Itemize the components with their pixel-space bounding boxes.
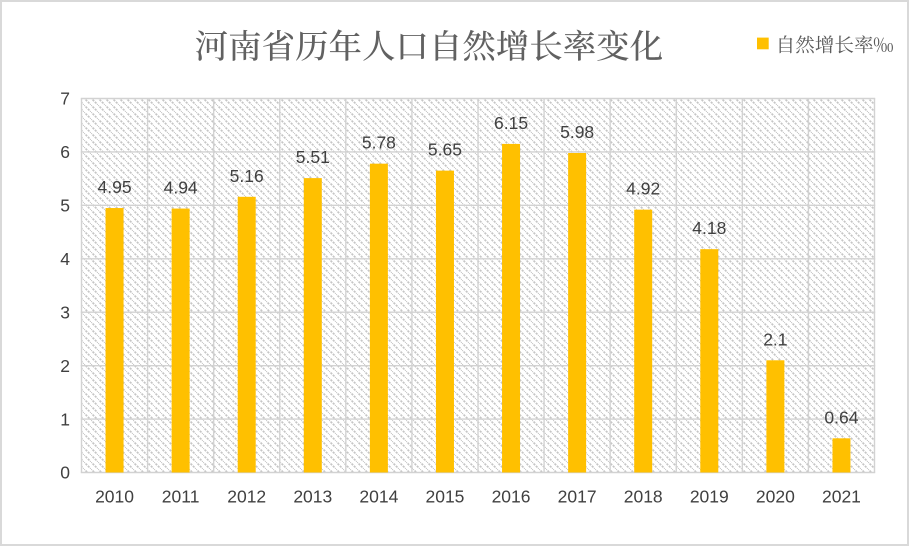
x-tick-label-2011: 2011 bbox=[162, 487, 200, 507]
bar-2017[interactable] bbox=[568, 153, 587, 473]
legend-marker[interactable] bbox=[757, 37, 769, 50]
bar-2018[interactable] bbox=[634, 209, 653, 473]
glyph bbox=[835, 35, 854, 54]
bar-2010[interactable] bbox=[105, 208, 124, 473]
y-tick-label-2: 2 bbox=[60, 356, 70, 376]
glyph bbox=[435, 29, 458, 61]
glyph bbox=[531, 30, 562, 61]
x-tick-label-2016: 2016 bbox=[492, 487, 531, 507]
data-label-2016: 6.15 bbox=[494, 113, 528, 133]
data-label-2019: 4.18 bbox=[692, 218, 726, 238]
glyph bbox=[195, 30, 228, 61]
data-label-2018: 4.92 bbox=[626, 179, 660, 199]
x-tick-label-2021: 2021 bbox=[822, 487, 861, 507]
y-tick-label-5: 5 bbox=[60, 196, 70, 216]
bar-2016[interactable] bbox=[502, 143, 521, 473]
data-label-2012: 5.16 bbox=[230, 166, 264, 186]
data-label-2011: 4.94 bbox=[164, 178, 198, 198]
bar-2014[interactable] bbox=[369, 163, 388, 473]
glyph bbox=[497, 29, 528, 61]
y-tick-label-3: 3 bbox=[60, 302, 70, 322]
glyph bbox=[564, 29, 595, 61]
y-tick-label-4: 4 bbox=[60, 249, 70, 269]
x-tick-label-2019: 2019 bbox=[690, 487, 729, 507]
x-tick-label-2012: 2012 bbox=[227, 487, 266, 507]
data-label-2013: 5.51 bbox=[296, 147, 330, 167]
glyph bbox=[229, 29, 261, 61]
legend[interactable] bbox=[757, 35, 893, 54]
glyph bbox=[815, 35, 834, 54]
glyph bbox=[363, 30, 395, 61]
bar-2013[interactable] bbox=[303, 178, 322, 473]
x-axis-labels: 2010 2011 2012 2013 2014 2015 2016 2017 2018 2019… bbox=[95, 487, 861, 507]
data-labels: 4.95 4.94 5.16 5.51 5.78 5.65 6.15 5.98 4.92 4.18… bbox=[98, 113, 859, 427]
legend-label bbox=[779, 35, 893, 54]
glyph bbox=[296, 30, 328, 61]
bar-2015[interactable] bbox=[435, 170, 454, 473]
bar-2011[interactable] bbox=[171, 208, 190, 473]
bar-2021[interactable] bbox=[832, 438, 851, 473]
glyph bbox=[329, 29, 361, 61]
bar-series[interactable] bbox=[105, 143, 851, 473]
glyph bbox=[597, 29, 629, 61]
y-tick-label-0: 0 bbox=[60, 463, 70, 483]
glyph bbox=[463, 29, 495, 61]
data-label-2020: 2.1 bbox=[763, 329, 787, 349]
x-tick-label-2013: 2013 bbox=[293, 487, 332, 507]
chart-title-text bbox=[195, 29, 662, 61]
y-tick-label-1: 1 bbox=[60, 409, 70, 429]
y-tick-label-6: 6 bbox=[60, 142, 70, 162]
data-label-2017: 5.98 bbox=[560, 122, 594, 142]
glyph bbox=[263, 29, 294, 61]
data-label-2015: 5.65 bbox=[428, 140, 462, 160]
x-tick-label-2018: 2018 bbox=[624, 487, 663, 507]
glyph bbox=[795, 35, 815, 54]
x-tick-label-2020: 2020 bbox=[756, 487, 795, 507]
glyph bbox=[779, 35, 793, 54]
x-tick-label-2017: 2017 bbox=[558, 487, 597, 507]
bar-2012[interactable] bbox=[237, 196, 256, 473]
bar-2020[interactable] bbox=[766, 360, 785, 473]
data-label-2014: 5.78 bbox=[362, 133, 396, 153]
glyph bbox=[854, 35, 873, 54]
x-tick-label-2015: 2015 bbox=[425, 487, 464, 507]
chart-title[interactable] bbox=[195, 29, 662, 61]
gridlines bbox=[80, 97, 876, 474]
data-label-2010: 4.95 bbox=[98, 177, 132, 197]
x-tick-label-2014: 2014 bbox=[359, 487, 398, 507]
x-tick-label-2010: 2010 bbox=[95, 487, 134, 507]
glyph bbox=[400, 33, 426, 60]
y-axis-labels: 0 1 2 3 4 5 6 7 bbox=[60, 89, 70, 483]
glyph bbox=[630, 30, 662, 61]
bar-2019[interactable] bbox=[700, 249, 719, 473]
glyph bbox=[873, 37, 893, 53]
y-tick-label-7: 7 bbox=[60, 89, 70, 109]
data-label-2021: 0.64 bbox=[824, 407, 858, 427]
